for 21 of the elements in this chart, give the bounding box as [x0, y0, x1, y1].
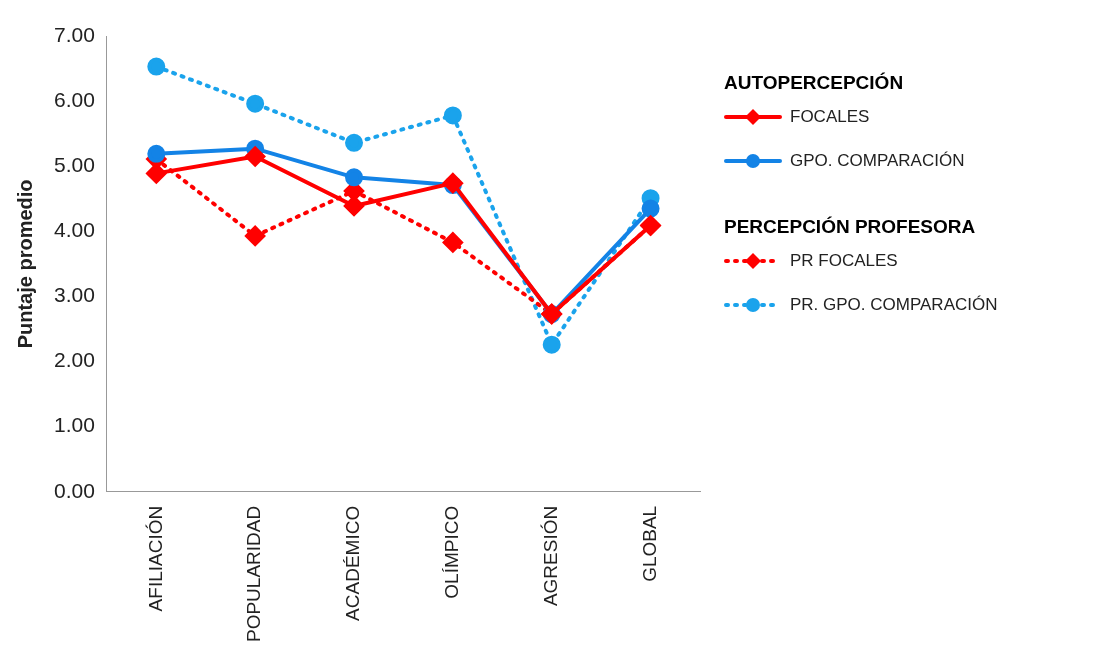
y-tick-label: 1.00: [54, 413, 95, 437]
legend-label: FOCALES: [790, 107, 870, 127]
x-tick-label: ACADÉMICO: [342, 505, 364, 621]
y-tick-label: 6.00: [54, 87, 95, 111]
y-tick-label: 7.00: [54, 22, 95, 46]
legend-label: PR. GPO. COMPARACIÓN: [790, 295, 998, 315]
legend-label: GPO. COMPARACIÓN: [790, 151, 965, 171]
x-tick-label: AGRESIÓN: [539, 505, 561, 607]
y-tick-label: 3.00: [54, 283, 95, 307]
text: AUTOPERCEPCIÓN: [724, 72, 905, 94]
y-axis-title: Puntaje promedio: [13, 179, 36, 349]
y-tick-label: 2.00: [54, 348, 95, 372]
y-tick-label: 5.00: [54, 153, 95, 177]
x-tick-label: POPULARIDAD: [243, 505, 265, 642]
x-tick-label: GLOBAL: [638, 505, 660, 582]
text: PERCEPCIÓN PROFESORA: [724, 216, 977, 238]
x-tick-label: OLÍMPICO: [441, 505, 463, 599]
y-tick-label: 0.00: [54, 478, 95, 502]
legend-label: PR FOCALES: [790, 251, 898, 271]
y-tick-label: 4.00: [54, 218, 95, 242]
x-tick-label: AFILIACIÓN: [144, 505, 166, 612]
